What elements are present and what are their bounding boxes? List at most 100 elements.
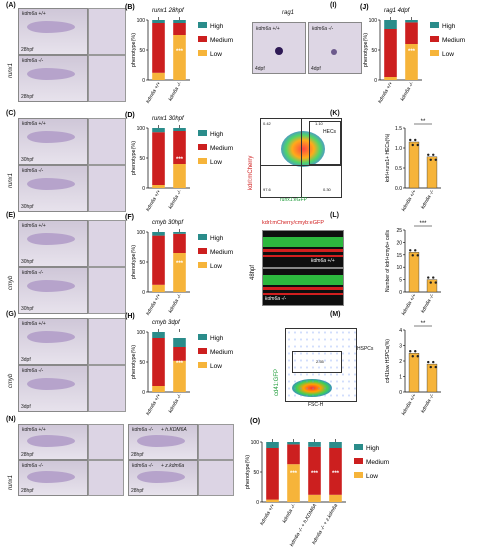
bar-j-high-0: [384, 20, 397, 29]
bar-o-low-0: [266, 499, 279, 502]
ytick-label-lbar: 10: [396, 265, 402, 271]
ylabel-d: phenotype(%): [131, 141, 137, 175]
insitu-c-1: kdm6a -/- 30hpf: [18, 165, 88, 212]
legend-label-high: High: [442, 23, 456, 30]
insitu-a-1: kdm6a -/- 28hpf: [18, 55, 88, 102]
bar-f-low-0: [152, 284, 165, 292]
ylabel-b: phenotype(%): [131, 33, 137, 67]
rescue-2: kdm6a -/- 28hpf: [18, 460, 88, 496]
bar-kbar-1: [426, 156, 438, 189]
bar-o-high-2: [308, 442, 321, 447]
xtick-label-kbar: kdm6a +/+: [401, 189, 418, 213]
chart-title-b: runx1 28hpf: [152, 8, 185, 14]
bar-b-medium-0: [152, 23, 165, 73]
panel-label-j: (J): [360, 4, 369, 11]
legend-label-high: High: [210, 23, 224, 30]
legend-swatch-medium: [198, 36, 207, 42]
bar-o-high-1: [287, 442, 300, 445]
xtick-label-j: kdm6a +/+: [377, 81, 394, 105]
bar-o-low-1: [287, 464, 300, 502]
bar-o-medium-0: [266, 448, 279, 500]
ytick-label-mbar: 2: [399, 359, 402, 365]
rescue-3: kdm6a -/- + z.kdm6a 28hpf: [128, 460, 198, 496]
legend-label-medium: Medium: [366, 459, 389, 466]
bar-j-medium-0: [384, 29, 397, 77]
bar-b-low-1: [173, 35, 186, 80]
dot-kbar: [416, 143, 419, 147]
xtick-label-lbar: kdm6a -/-: [420, 293, 436, 315]
dot-lbar: [427, 276, 430, 279]
xtick-label-lbar: kdm6a +/+: [401, 293, 418, 317]
legend-label-low: Low: [442, 51, 454, 58]
bar-o-medium-3: [329, 448, 342, 495]
l-wt-image: kdm6a +/+: [262, 230, 344, 268]
chart-title-d: runx1 30hpf: [152, 116, 185, 122]
rescue-0: kdm6a +/+ 28hpf: [18, 424, 88, 460]
bar-o-medium-2: [308, 446, 321, 495]
bar-f-high-1: [173, 232, 186, 234]
bar-f-medium-1: [173, 233, 186, 253]
ytick-label-j: 0: [374, 78, 377, 84]
legend-swatch-high: [198, 22, 207, 28]
dot-lbar: [409, 249, 412, 252]
rag1-gene-label: rag1: [282, 10, 295, 16]
legend-label-low: Low: [210, 363, 222, 370]
xtick-label-b: kdm6a -/-: [167, 81, 183, 103]
dot-lbar: [429, 281, 432, 284]
sig-mbar: **: [421, 321, 426, 327]
panel-label-d: (D): [125, 112, 135, 119]
ylabel-lbar: Number of kdrl+cmyb+ cells: [385, 230, 391, 292]
chart-title-f: cmyb 30hpf: [152, 220, 184, 226]
legend-swatch-low: [354, 472, 363, 478]
dot-kbar: [432, 153, 435, 156]
ytick-label-lbar: 15: [396, 253, 402, 259]
legend-swatch-medium: [430, 36, 439, 42]
k-flow-plot: 0.42 1.10 97.6 0.30 HECs: [260, 118, 342, 198]
panel-label-k: (K): [330, 110, 340, 117]
zoom-a-0: [88, 8, 126, 55]
xtick-label-j: kdm6a -/-: [399, 81, 415, 103]
bar-mbar-0: [408, 353, 420, 393]
ytick-label-f: 100: [137, 230, 146, 236]
zoom-g-0: [88, 318, 126, 365]
legend-swatch-medium: [198, 144, 207, 150]
chart-title-h: cmyb 3dpf: [152, 320, 181, 326]
sig-o: ***: [290, 471, 298, 477]
sig-b: ***: [176, 49, 184, 55]
panel-label-n: (N): [6, 416, 16, 423]
xtick-label-mbar: kdm6a +/+: [401, 393, 418, 417]
legend-label-low: Low: [210, 159, 222, 166]
legend-label-high: High: [366, 445, 380, 452]
bar-o-high-3: [329, 442, 342, 448]
legend-label-medium: Medium: [210, 349, 233, 356]
sig-f: ***: [176, 261, 184, 267]
dot-kbar: [434, 158, 437, 161]
insitu-g-0: kdm6a +/+ 3dpf: [18, 318, 88, 365]
panel-label-f: (F): [125, 214, 134, 221]
rag1-wt-image: kdm6a +/+ 4dpf: [252, 22, 306, 74]
dot-mbar: [411, 355, 414, 358]
dot-lbar: [432, 276, 435, 279]
ytick-label-kbar: 1.5: [395, 126, 402, 132]
dot-mbar: [434, 365, 437, 369]
ytick-label-lbar: 0: [399, 290, 402, 296]
chart-title-j: rag1 4dpf: [384, 8, 411, 14]
bar-h-high-0: [152, 332, 165, 338]
ylabel-o: phenotype(%): [245, 455, 251, 489]
m-gate-label: HSPCs: [357, 346, 374, 352]
dot-lbar: [434, 281, 437, 284]
legend-swatch-low: [198, 50, 207, 56]
rescue-zoom-2: [88, 460, 124, 496]
ytick-label-lbar: 5: [399, 278, 402, 284]
legend-label-medium: Medium: [210, 249, 233, 256]
bar-j-low-0: [384, 77, 397, 80]
ytick-label-kbar: 0.5: [395, 166, 402, 172]
xtick-label-o: kdm6a -/-: [281, 503, 297, 525]
ytick-label-kbar: 1.0: [395, 146, 402, 152]
legend-swatch-medium: [354, 458, 363, 464]
zoom-e-0: [88, 220, 126, 267]
sig-j: ***: [408, 49, 416, 55]
bar-j-high-1: [405, 20, 418, 23]
legend-label-low: Low: [210, 263, 222, 270]
